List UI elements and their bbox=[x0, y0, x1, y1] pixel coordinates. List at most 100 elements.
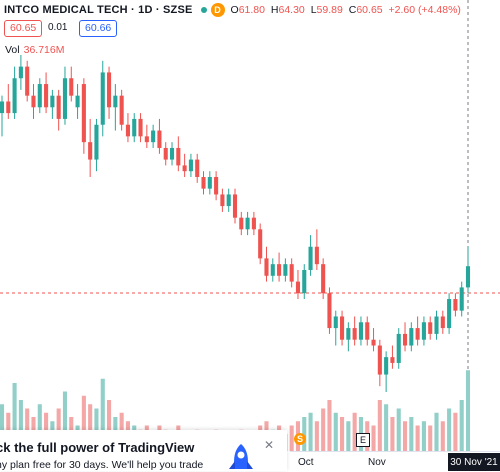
volume-bar bbox=[377, 400, 382, 451]
candle[interactable] bbox=[176, 147, 181, 166]
candle[interactable] bbox=[447, 299, 452, 329]
market-status-dot bbox=[200, 7, 207, 13]
candle[interactable] bbox=[377, 345, 382, 375]
time-axis[interactable] bbox=[290, 451, 500, 472]
buy-price-button[interactable]: 60.66 bbox=[79, 20, 118, 37]
legend-header: INTCO MEDICAL TECH · 1D · SZSE D O61.80 … bbox=[4, 3, 464, 17]
candle[interactable] bbox=[88, 142, 93, 160]
candle[interactable] bbox=[207, 177, 212, 189]
candle[interactable] bbox=[409, 328, 414, 346]
candle[interactable] bbox=[396, 333, 401, 363]
candle[interactable] bbox=[459, 287, 464, 311]
candle[interactable] bbox=[289, 264, 294, 282]
candle[interactable] bbox=[195, 159, 200, 178]
candle[interactable] bbox=[371, 339, 376, 346]
candle[interactable] bbox=[340, 316, 345, 340]
candle[interactable] bbox=[188, 159, 193, 172]
volume-bar bbox=[12, 383, 17, 451]
low-label: L bbox=[310, 4, 317, 16]
candle[interactable] bbox=[182, 165, 187, 172]
candle[interactable] bbox=[44, 84, 49, 108]
candle[interactable] bbox=[214, 177, 219, 195]
candle[interactable] bbox=[132, 118, 137, 137]
candle[interactable] bbox=[264, 258, 269, 276]
candle[interactable] bbox=[415, 328, 420, 340]
candle[interactable] bbox=[18, 66, 23, 79]
candle[interactable] bbox=[107, 72, 112, 108]
candle[interactable] bbox=[220, 194, 225, 207]
candle[interactable] bbox=[163, 147, 168, 160]
candle[interactable] bbox=[352, 328, 357, 340]
candle[interactable] bbox=[232, 194, 238, 218]
candle[interactable] bbox=[37, 84, 42, 108]
candle[interactable] bbox=[6, 101, 11, 114]
candle[interactable] bbox=[144, 136, 149, 143]
candle[interactable] bbox=[0, 101, 5, 114]
high-label: H bbox=[270, 4, 279, 16]
candle[interactable] bbox=[31, 95, 36, 108]
candle[interactable] bbox=[465, 266, 471, 288]
candle[interactable] bbox=[302, 269, 307, 294]
candle[interactable] bbox=[56, 95, 61, 119]
candle[interactable] bbox=[119, 95, 124, 125]
candle[interactable] bbox=[358, 322, 363, 340]
candle[interactable] bbox=[251, 217, 256, 230]
candle[interactable] bbox=[113, 95, 118, 108]
high-value: 64.30 bbox=[278, 4, 305, 16]
candle[interactable] bbox=[384, 357, 389, 375]
candle[interactable] bbox=[125, 124, 130, 137]
candle[interactable] bbox=[245, 217, 250, 230]
candle[interactable] bbox=[295, 281, 301, 294]
open-value: 61.80 bbox=[238, 4, 265, 16]
candle[interactable] bbox=[333, 316, 338, 329]
candle[interactable] bbox=[151, 130, 156, 143]
candle[interactable] bbox=[12, 78, 17, 114]
candle[interactable] bbox=[169, 147, 175, 160]
candle[interactable] bbox=[402, 333, 408, 346]
candle[interactable] bbox=[434, 316, 439, 334]
delay-badge[interactable]: D bbox=[210, 3, 225, 17]
volume-value: 36.716M bbox=[23, 44, 65, 56]
candle[interactable] bbox=[94, 124, 99, 160]
candle[interactable] bbox=[327, 293, 332, 329]
candle[interactable] bbox=[428, 322, 433, 334]
earnings-marker[interactable]: E bbox=[356, 433, 370, 447]
close-value: 60.65 bbox=[356, 4, 383, 16]
candle[interactable] bbox=[321, 264, 326, 294]
volume-bar bbox=[440, 421, 445, 451]
candle[interactable] bbox=[81, 84, 86, 143]
volume-bar bbox=[352, 412, 357, 451]
candle[interactable] bbox=[314, 246, 319, 265]
candle[interactable] bbox=[283, 264, 288, 276]
candle[interactable] bbox=[270, 264, 275, 276]
candle[interactable] bbox=[421, 322, 426, 340]
volume-bar bbox=[327, 400, 332, 451]
candle[interactable] bbox=[75, 95, 80, 108]
candle[interactable] bbox=[239, 217, 244, 230]
symbol-title[interactable]: INTCO MEDICAL TECH · 1D · SZSE bbox=[4, 4, 193, 16]
candle[interactable] bbox=[453, 299, 458, 311]
candle[interactable] bbox=[100, 72, 105, 125]
volume-bar bbox=[0, 404, 5, 451]
candle[interactable] bbox=[138, 118, 143, 137]
dividend-marker[interactable]: S bbox=[294, 433, 306, 445]
candle[interactable] bbox=[390, 357, 395, 363]
candle[interactable] bbox=[69, 78, 74, 96]
candle[interactable] bbox=[308, 246, 313, 270]
x-tick-oct: Oct bbox=[298, 457, 314, 468]
candle[interactable] bbox=[226, 194, 231, 207]
candle[interactable] bbox=[201, 177, 206, 189]
candle[interactable] bbox=[157, 130, 162, 148]
close-icon[interactable]: ✕ bbox=[264, 438, 275, 452]
candle[interactable] bbox=[440, 316, 445, 329]
candle[interactable] bbox=[25, 66, 30, 96]
sell-price-button[interactable]: 60.65 bbox=[4, 20, 43, 37]
candle[interactable] bbox=[258, 229, 263, 259]
candle[interactable] bbox=[62, 78, 68, 119]
candle[interactable] bbox=[50, 95, 55, 108]
candle[interactable] bbox=[277, 264, 282, 276]
candle[interactable] bbox=[346, 328, 351, 340]
volume-bar bbox=[94, 408, 99, 451]
candle[interactable] bbox=[365, 322, 370, 340]
